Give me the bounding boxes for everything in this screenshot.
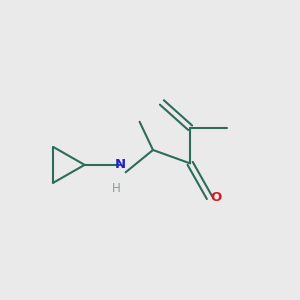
Text: H: H: [111, 182, 120, 195]
Text: N: N: [115, 158, 126, 171]
Text: O: O: [210, 191, 222, 204]
